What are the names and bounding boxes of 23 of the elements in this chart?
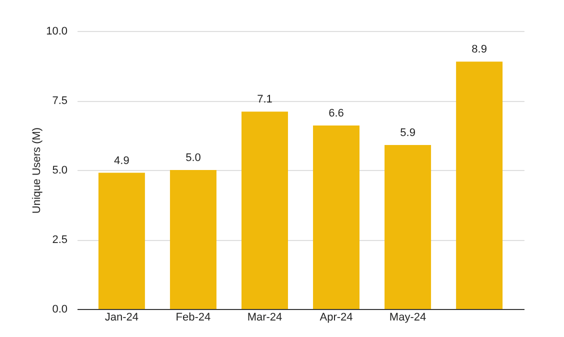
x-tick-label: Jan-24 — [104, 312, 139, 324]
bar — [241, 112, 288, 309]
data-label: 6.6 — [328, 108, 344, 120]
x-tick-label: Feb-24 — [176, 312, 211, 324]
data-label: 8.9 — [472, 44, 487, 56]
bar — [98, 172, 145, 309]
y-tick-label: 10.0 — [46, 26, 68, 38]
bar — [170, 170, 216, 309]
data-label: 4.9 — [114, 154, 130, 167]
x-tick-label: Mar-24 — [247, 312, 282, 324]
y-tick-label: 0.0 — [52, 304, 68, 316]
data-label: 5.0 — [186, 152, 201, 164]
x-tick-label: May-24 — [389, 312, 426, 324]
bar — [313, 126, 360, 309]
y-tick-label: 2.5 — [52, 234, 68, 246]
y-tick-label: 7.5 — [52, 95, 68, 107]
y-axis-title: Unique Users (M) — [31, 127, 44, 214]
data-label: 5.9 — [400, 126, 416, 139]
y-tick-label: 5.0 — [52, 164, 68, 176]
data-label: 7.1 — [257, 94, 272, 106]
bar — [456, 62, 503, 309]
bar — [384, 144, 432, 309]
x-tick-label: Apr-24 — [320, 312, 353, 324]
